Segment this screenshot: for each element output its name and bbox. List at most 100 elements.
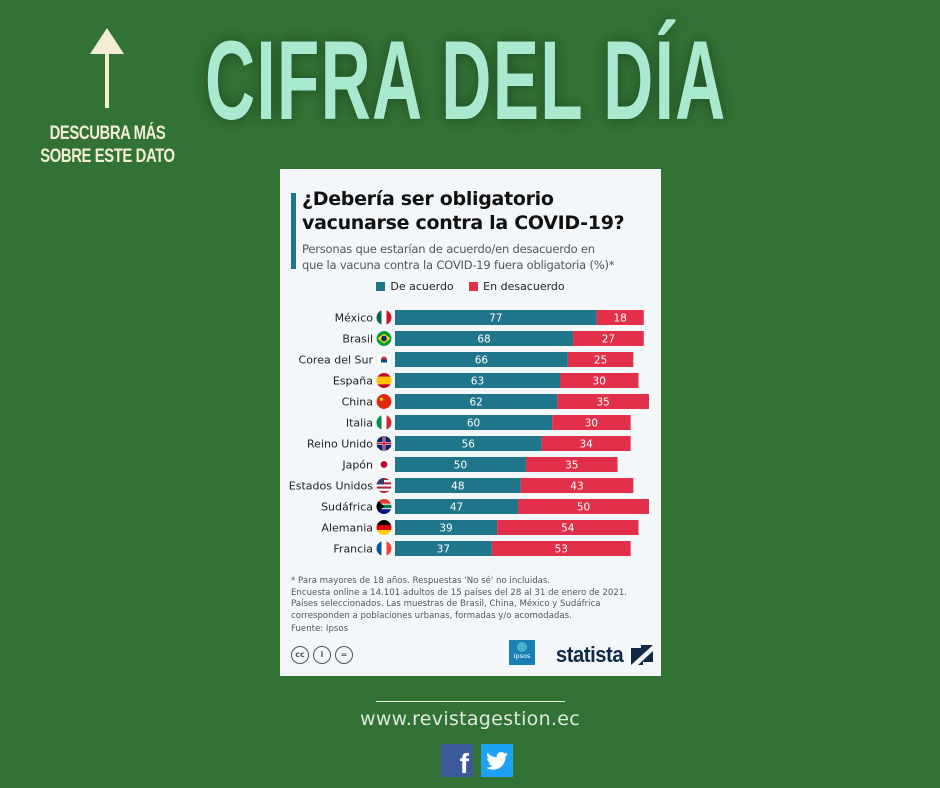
website-link[interactable]: www.revistagestion.ec [359, 708, 581, 730]
bar-agree [395, 373, 560, 388]
chart-title: ¿Debería ser obligatorio vacunarse contr… [302, 187, 657, 235]
bar-agree [395, 457, 526, 472]
value-label-disagree: 54 [561, 523, 575, 535]
bar-disagree [518, 499, 649, 514]
flag-icon-cn [376, 394, 392, 409]
value-label-disagree: 30 [593, 376, 606, 388]
category-label: Estados Unidos [289, 480, 373, 493]
legend-item-disagree: En desacuerdo [469, 280, 565, 293]
bar-agree [395, 394, 558, 409]
value-label-disagree: 18 [614, 313, 627, 325]
title-line-1: ¿Debería ser obligatorio [302, 188, 554, 210]
facebook-icon[interactable]: f [441, 744, 473, 777]
bar-disagree [567, 352, 634, 367]
infographic-card: ¿Debería ser obligatorio vacunarse contr… [280, 169, 661, 676]
statista-wordmark: statista [555, 642, 624, 667]
bar-row: Reino Unido 56 34 [307, 436, 631, 451]
bar-disagree [557, 394, 649, 409]
bar-row: China 62 35 [342, 394, 649, 409]
bar-agree [395, 520, 498, 535]
flag-icon-us [376, 478, 392, 493]
category-label: Brasil [342, 333, 373, 346]
legend-swatch-agree [376, 282, 386, 291]
legend-swatch-disagree [469, 282, 479, 291]
value-label-agree: 50 [454, 460, 467, 472]
value-label-agree: 62 [469, 397, 482, 409]
bar-row: Francia 37 53 [333, 541, 631, 556]
subtitle-line-2: que la vacuna contra la COVID-19 fuera o… [302, 258, 615, 272]
license-icons[interactable]: cc i = [291, 646, 353, 664]
bar-disagree [559, 373, 639, 388]
flag-icon-br [376, 331, 392, 346]
bar-row: Japón 50 35 [341, 457, 618, 472]
bar-disagree [520, 478, 634, 493]
cta-line-1: DESCUBRA MÁS [49, 123, 166, 144]
value-label-disagree: 50 [577, 502, 590, 514]
flag-icon-it [376, 415, 392, 430]
ipsos-logo: Ipsos [509, 640, 535, 665]
bar-disagree [491, 541, 631, 556]
bar-row: México 77 18 [335, 310, 644, 325]
footer-divider [376, 701, 565, 702]
value-label-agree: 60 [467, 418, 480, 430]
cta-text[interactable]: DESCUBRA MÁS SOBRE ESTE DATO [39, 122, 176, 168]
headline: CIFRA DEL DÍA [205, 18, 727, 143]
bar-row: Sudáfrica 47 50 [321, 499, 649, 514]
chart-legend: De acuerdo En desacuerdo [280, 280, 661, 293]
flag-icon-mx [376, 310, 392, 325]
value-label-agree: 63 [471, 376, 484, 388]
value-label-agree: 48 [451, 481, 464, 493]
title-accent-bar [291, 193, 296, 269]
bar-row: Brasil 68 27 [342, 331, 644, 346]
value-label-disagree: 53 [555, 544, 568, 556]
social-links: f [441, 744, 513, 777]
flag-icon-jp [376, 457, 392, 472]
bar-row: Italia 60 30 [346, 415, 631, 430]
value-label-disagree: 43 [570, 481, 583, 493]
category-label: China [342, 396, 373, 409]
note-line: Encuesta online a 14.101 adultos de 15 p… [291, 587, 628, 598]
category-label: Japón [341, 459, 373, 472]
value-label-agree: 47 [450, 502, 463, 514]
value-label-disagree: 30 [585, 418, 598, 430]
statista-logo-icon [631, 645, 654, 665]
bar-disagree [573, 331, 644, 346]
value-label-disagree: 34 [579, 439, 593, 451]
cc-icon: cc [291, 646, 309, 664]
twitter-icon[interactable] [481, 744, 513, 777]
note-line: * Para mayores de 18 años. Respuestas 'N… [291, 576, 551, 586]
category-label: España [333, 375, 373, 388]
value-label-agree: 39 [439, 523, 452, 535]
bar-agree [395, 478, 521, 493]
bar-disagree [525, 457, 618, 472]
bar-row: Estados Unidos 48 43 [289, 478, 634, 493]
bar-row: Corea del Sur 66 25 [299, 352, 634, 367]
bar-disagree [497, 520, 639, 535]
legend-label-agree: De acuerdo [390, 280, 454, 293]
bar-agree [395, 541, 492, 556]
bar-disagree [596, 310, 644, 325]
flag-icon-de [376, 520, 392, 535]
no-derivatives-icon: = [335, 646, 353, 664]
bar-agree [395, 499, 519, 514]
bar-disagree [552, 415, 631, 430]
bar-agree [395, 436, 542, 451]
category-label: Italia [346, 417, 373, 430]
note-line: corresponden a poblaciones urbanas, form… [291, 610, 572, 621]
bar-agree [395, 352, 568, 367]
legend-label-disagree: En desacuerdo [483, 280, 565, 293]
bar-agree [395, 310, 597, 325]
bar-agree [395, 415, 553, 430]
flag-icon-fr [376, 541, 392, 556]
legend-item-agree: De acuerdo [376, 280, 454, 293]
category-label: Reino Unido [307, 438, 373, 451]
attribution-icon: i [313, 646, 331, 664]
category-label: Sudáfrica [321, 501, 373, 514]
chart-subtitle: Personas que estarían de acuerdo/en desa… [302, 241, 657, 273]
ipsos-logo-text: Ipsos [513, 652, 531, 660]
statista-logo[interactable]: statista [553, 642, 654, 668]
cta-line-2: SOBRE ESTE DATO [40, 146, 175, 167]
title-line-2: vacunarse contra la COVID-19? [302, 212, 625, 234]
value-label-agree: 77 [489, 313, 502, 325]
